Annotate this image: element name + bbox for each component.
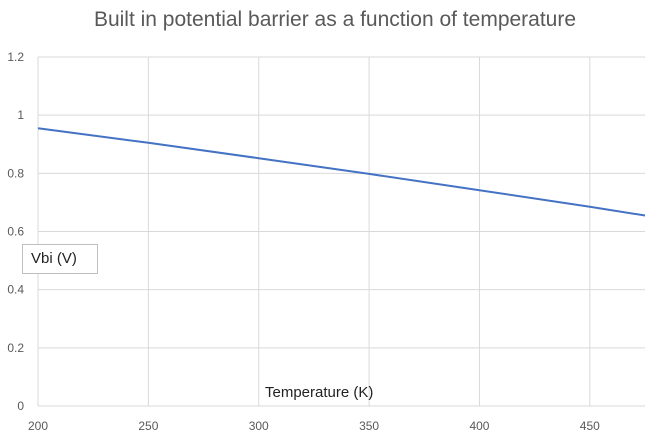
- chart-title: Built in potential barrier as a function…: [93, 8, 577, 31]
- y-tick-label: 0.4: [7, 283, 24, 297]
- y-tick-label: 0.2: [7, 341, 24, 355]
- y-tick-label: 0.8: [7, 166, 24, 180]
- x-axis-label: Temperature (K): [265, 384, 374, 401]
- x-tick-label: 450: [580, 419, 600, 433]
- x-tick-label: 350: [359, 419, 379, 433]
- x-tick-label: 250: [138, 419, 158, 433]
- series-line-vbi: [37, 127, 646, 217]
- x-tick-label: 300: [249, 419, 269, 433]
- x-tick-label: 400: [469, 419, 489, 433]
- y-tick-label: 1.2: [7, 50, 24, 64]
- y-tick-label: 0: [17, 399, 24, 413]
- y-axis-label: Vbi (V): [22, 244, 98, 274]
- x-tick-label: 200: [28, 419, 48, 433]
- y-tick-label: 1: [17, 108, 24, 122]
- y-tick-label: 0.6: [7, 225, 24, 239]
